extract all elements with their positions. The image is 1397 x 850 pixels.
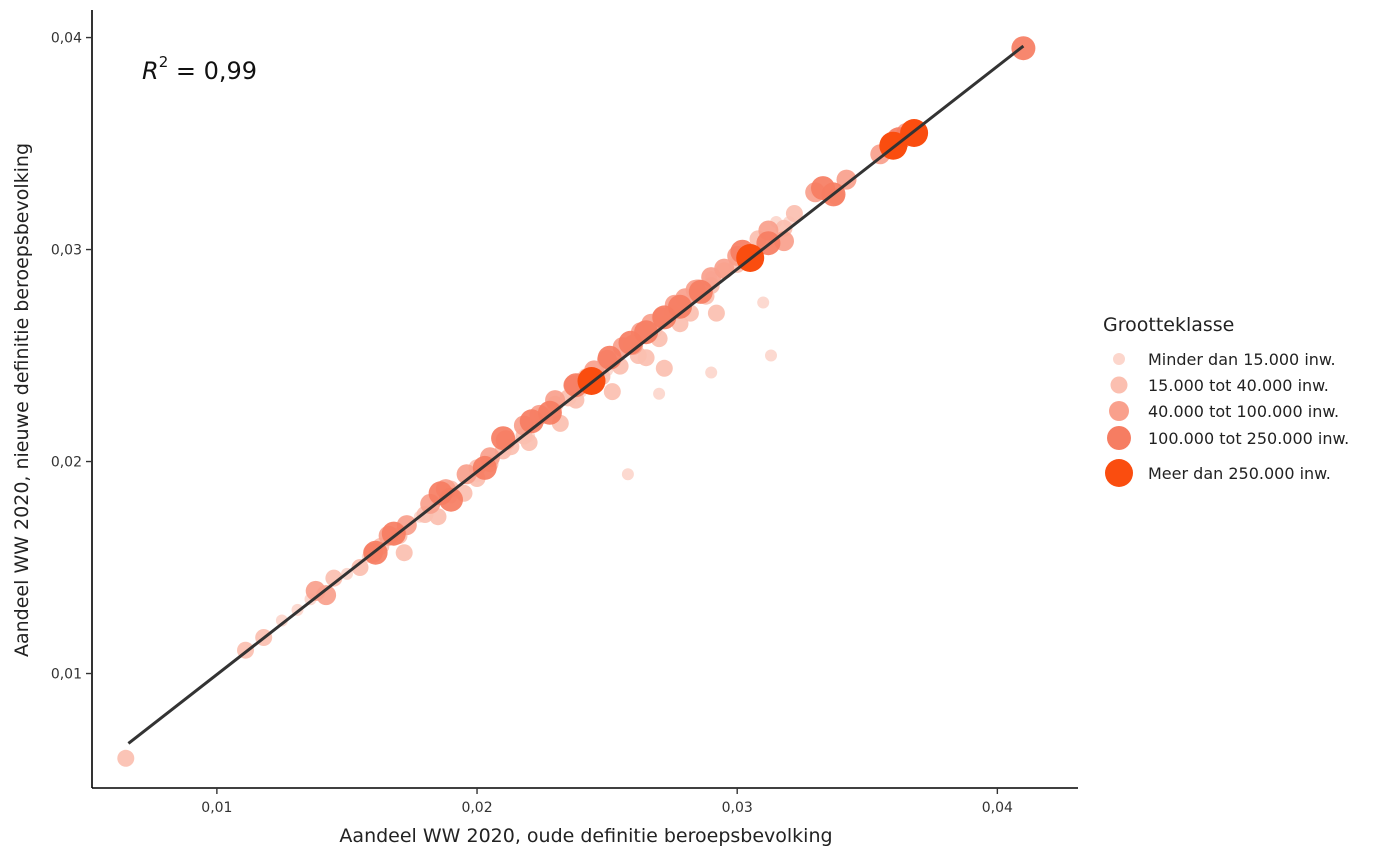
legend-title: Grootteklasse (1103, 314, 1234, 336)
x-tick-label: 0,03 (722, 800, 753, 816)
point-class-2 (637, 349, 655, 367)
point-class-1 (621, 468, 634, 481)
x-axis-ticks: 0,01 0,02 0,03 0,04 (201, 788, 1013, 816)
point-class-2 (707, 304, 725, 322)
legend-swatch-15000-tot-40000 (1110, 376, 1128, 394)
legend-label: Meer dan 250.000 inw. (1148, 464, 1331, 483)
legend-label: 100.000 tot 250.000 inw. (1148, 429, 1349, 448)
legend-swatch-100000-tot-250000 (1107, 426, 1131, 450)
point-class-4 (668, 294, 692, 319)
point-class-2 (395, 544, 413, 562)
legend-label: 15.000 tot 40.000 inw. (1148, 376, 1329, 395)
x-tick-label: 0,04 (982, 800, 1013, 816)
r-squared-value: = 0,99 (168, 57, 257, 85)
point-class-3 (316, 585, 337, 606)
point-class-1 (275, 614, 288, 627)
r-squared-annotation: R2 = 0,99 (142, 53, 257, 85)
point-class-2 (351, 559, 369, 576)
point-class-4 (597, 345, 622, 370)
y-tick-label: 0,04 (51, 31, 82, 47)
point-class-1 (765, 349, 777, 362)
point-class-1 (705, 366, 718, 379)
regression-line (127, 44, 1025, 745)
point-class-4 (688, 279, 713, 304)
legend: Grootteklasse Minder dan 15.000 inw. 15.… (1103, 314, 1349, 487)
legend-swatch-40000-tot-100000 (1109, 401, 1129, 421)
x-tick-label: 0,01 (201, 800, 232, 816)
point-class-4 (1011, 36, 1036, 61)
x-axis-title: Aandeel WW 2020, oude definitie beroepsb… (339, 825, 832, 847)
point-class-2 (603, 383, 621, 401)
point-class-2 (325, 569, 343, 587)
r-squared-symbol: R (142, 57, 159, 85)
point-class-1 (653, 387, 666, 400)
point-class-1 (757, 296, 770, 309)
point-class-3 (836, 169, 857, 190)
point-class-2 (785, 205, 803, 222)
point-class-2 (520, 434, 538, 451)
point-class-4 (491, 426, 516, 451)
x-tick-label: 0,02 (461, 800, 492, 816)
y-tick-label: 0,02 (51, 455, 82, 471)
point-class-2 (117, 749, 135, 767)
point-class-4 (439, 487, 463, 512)
point-class-2 (655, 359, 673, 377)
r-squared-superscript: 2 (159, 53, 169, 71)
y-tick-label: 0,01 (51, 667, 82, 683)
legend-label: 40.000 tot 100.000 inw. (1148, 402, 1339, 421)
y-axis-title: Aandeel WW 2020, nieuwe definitie beroep… (11, 143, 33, 657)
legend-swatch-minder-dan-15000 (1113, 353, 1125, 365)
point-class-4 (634, 320, 659, 345)
legend-label: Minder dan 15.000 inw. (1148, 350, 1336, 369)
y-axis-ticks: 0,01 0,02 0,03 0,04 (51, 31, 92, 683)
y-tick-label: 0,03 (51, 243, 82, 259)
point-class-3 (456, 464, 477, 485)
legend-swatch-meer-dan-250000 (1105, 459, 1133, 487)
point-class-4 (519, 409, 544, 434)
